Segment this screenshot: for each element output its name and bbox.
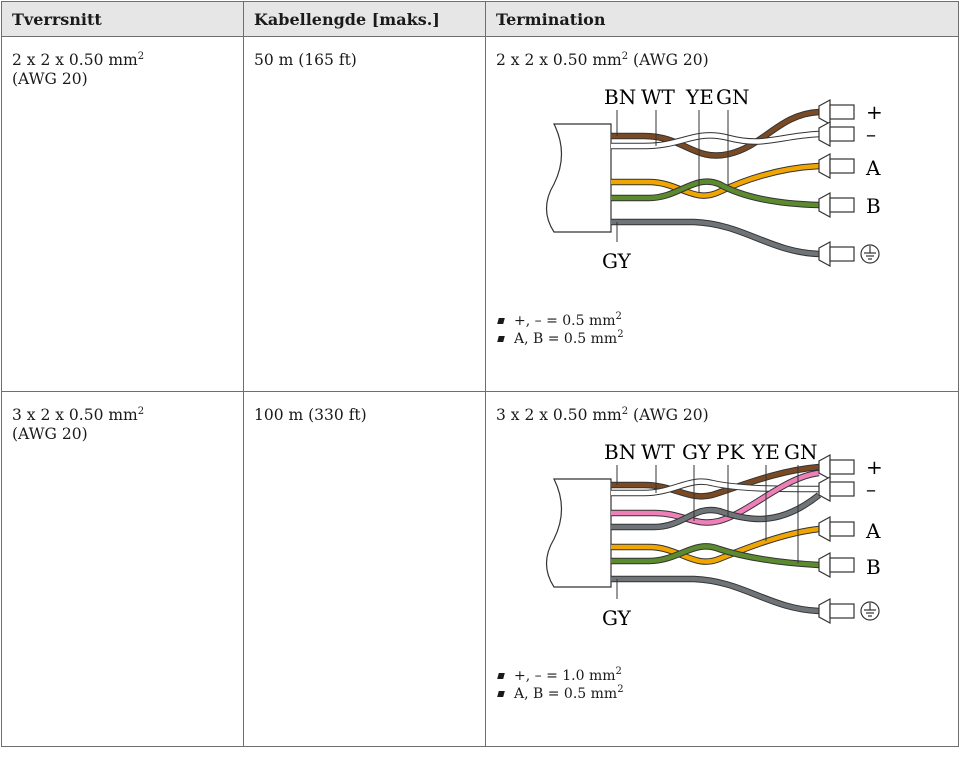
terminal-a: A [865,156,881,180]
termination-cell: 2 x 2 x 0.50 mm2 (AWG 20) BN WT YE GN [485,36,959,392]
cable-length-value: 50 m (165 ft) [254,51,357,69]
wire-green [611,179,820,208]
table-row: 2 x 2 x 0.50 mm2 (AWG 20) 50 m (165 ft) … [1,36,959,392]
cross-section-awg: (AWG 20) [12,425,88,443]
ground-icon [860,601,880,621]
terminal-plus: + [866,455,883,479]
superscript: 2 [621,406,629,417]
wire-white [611,131,820,149]
list-item: A, B = 0.5 mm2 [497,330,958,348]
cable-length-cell: 100 m (330 ft) [243,391,486,747]
wire-grey [611,576,820,614]
cable-length-value: 100 m (330 ft) [254,406,367,424]
wire-label-bn: BN [604,85,636,109]
terminal-b: B [866,555,881,579]
list-item: +, – = 0.5 mm2 [497,312,958,330]
ground-icon [860,244,880,264]
cable-jacket [545,478,612,588]
cross-section-value: 3 x 2 x 0.50 mm [12,406,138,424]
wire-pink [611,470,820,525]
wire-label-wt: WT [641,440,676,464]
wire-yellow [611,163,820,198]
table-header-row: Tverrsnitt Kabellengde [maks.] Terminati… [1,1,959,37]
wiring-diagram-3pair: BN WT GY PK YE GN [545,440,883,630]
terminal-minus: – [866,122,876,146]
termination-cell: 3 x 2 x 0.50 mm2 (AWG 20) BN WT GY PK YE… [485,391,959,747]
wire-label-gy: GY [602,249,632,273]
header-termination: Termination [485,1,959,37]
wire-label-ye: YE [685,85,714,109]
termination-value: 3 x 2 x 0.50 mm [496,406,622,424]
terminal-plus: + [866,100,883,124]
table-row: 3 x 2 x 0.50 mm2 (AWG 20) 100 m (330 ft)… [1,391,959,747]
wire-grey [611,219,820,257]
wire-label-bn: BN [604,440,636,464]
wire-brown [611,109,820,158]
cross-section-value: 2 x 2 x 0.50 mm [12,51,138,69]
wire-grey-pair [611,493,821,530]
cross-section-cell: 3 x 2 x 0.50 mm2 (AWG 20) [1,391,244,747]
cable-length-cell: 50 m (165 ft) [243,36,486,392]
list-item: A, B = 0.5 mm2 [497,685,958,703]
wire-yellow [611,526,820,564]
termination-awg: (AWG 20) [628,406,709,424]
termination-awg: (AWG 20) [628,51,709,69]
terminal-b: B [866,194,881,218]
terminal-minus: – [866,477,876,501]
notes-list: +, – = 1.0 mm2 A, B = 0.5 mm2 [486,667,958,703]
wire-label-gn: GN [784,440,817,464]
termination-value: 2 x 2 x 0.50 mm [496,51,622,69]
superscript: 2 [137,51,145,62]
list-item: +, – = 1.0 mm2 [497,667,958,685]
header-cross-section: Tverrsnitt [1,1,244,37]
cross-section-awg: (AWG 20) [12,70,88,88]
notes-list: +, – = 0.5 mm2 A, B = 0.5 mm2 [486,312,958,348]
wire-label-ye: YE [751,440,780,464]
wire-green [611,544,820,568]
superscript: 2 [137,406,145,417]
wire-label-pk: PK [716,440,745,464]
cable-jacket [545,123,612,233]
cable-spec-table: Tverrsnitt Kabellengde [maks.] Terminati… [1,1,959,747]
wire-label-gy-top: GY [682,440,712,464]
terminal-a: A [865,519,881,543]
wire-label-gy: GY [602,606,632,630]
wire-label-wt: WT [641,85,676,109]
superscript: 2 [621,51,629,62]
cross-section-cell: 2 x 2 x 0.50 mm2 (AWG 20) [1,36,244,392]
wiring-diagram-2pair: BN WT YE GN [545,85,883,273]
wire-label-gn: GN [716,85,749,109]
header-cable-length: Kabellengde [maks.] [243,1,486,37]
